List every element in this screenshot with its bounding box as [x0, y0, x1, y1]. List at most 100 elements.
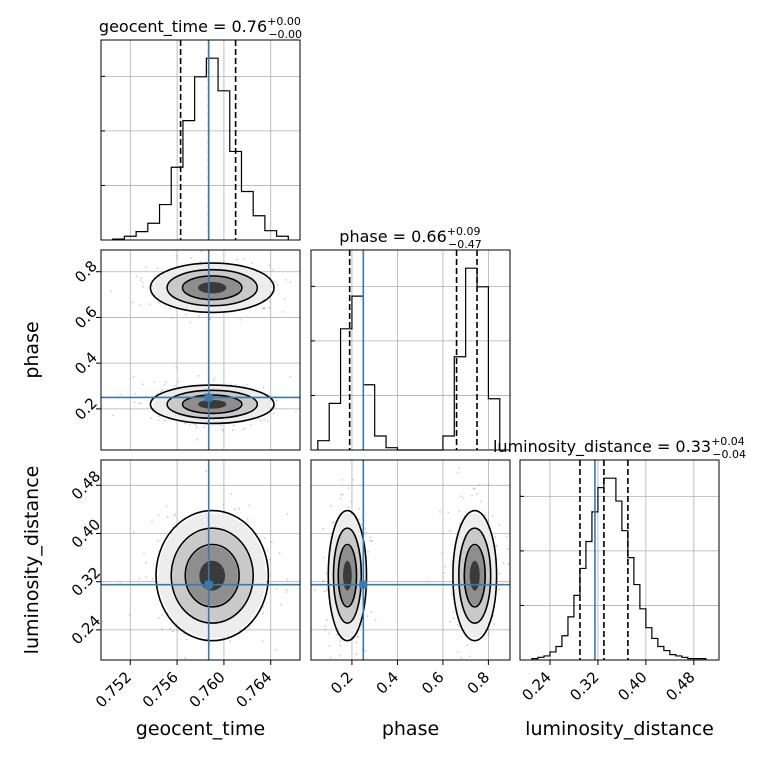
- scatter-point: [340, 493, 342, 496]
- scatter-point: [268, 306, 270, 309]
- scatter-point: [222, 429, 225, 432]
- scatter-point: [462, 497, 465, 500]
- x-tick-label: 0.24: [518, 668, 554, 704]
- scatter-point: [246, 517, 249, 520]
- scatter-point: [283, 298, 286, 300]
- contour-line: [337, 543, 358, 608]
- scatter-point: [456, 623, 459, 626]
- scatter-point: [213, 377, 216, 379]
- x-tick-label: 0.760: [186, 668, 229, 711]
- scatter-point: [233, 508, 236, 511]
- density-fill: [469, 560, 480, 591]
- scatter-point: [196, 438, 198, 441]
- scatter-point: [161, 614, 164, 616]
- scatter-point: [245, 383, 248, 386]
- y-tick-label: 0.4: [71, 348, 101, 378]
- scatter-point: [232, 424, 235, 427]
- scatter-point: [470, 494, 473, 497]
- scatter-point: [369, 536, 372, 539]
- scatter-point: [286, 578, 289, 581]
- scatter-point: [457, 471, 459, 474]
- scatter-point: [460, 656, 463, 659]
- scatter-point: [338, 654, 341, 657]
- scatter-point: [452, 617, 455, 620]
- title-lower: −0.00: [268, 28, 302, 41]
- scatter-point: [151, 520, 153, 523]
- scatter-point: [285, 591, 288, 593]
- scatter-point: [494, 545, 497, 548]
- scatter-point: [442, 576, 445, 579]
- scatter-point: [374, 618, 377, 621]
- x-axis-label: luminosity_distance: [525, 718, 714, 740]
- scatter-point: [138, 577, 140, 580]
- x-tick-label: 0.756: [139, 668, 182, 711]
- scatter-point: [339, 640, 341, 643]
- scatter-point: [261, 640, 264, 643]
- scatter-point: [493, 623, 495, 626]
- scatter-point: [206, 637, 209, 640]
- scatter-point: [175, 257, 178, 260]
- scatter-point: [324, 625, 327, 628]
- scatter-point: [460, 495, 462, 498]
- scatter-point: [188, 424, 191, 426]
- scatter-point: [484, 514, 487, 517]
- scatter-point: [161, 389, 164, 391]
- scatter-point: [269, 300, 271, 303]
- scatter-point: [227, 635, 230, 638]
- scatter-point: [184, 422, 187, 425]
- scatter-point: [325, 572, 328, 575]
- scatter-point: [364, 528, 367, 530]
- truth-marker: [204, 393, 213, 402]
- truth-marker: [359, 580, 368, 589]
- y-tick-label: 0.40: [68, 515, 104, 551]
- scatter-point: [153, 381, 156, 383]
- histogram-luminosity_distance: [531, 477, 707, 660]
- scatter-point: [507, 548, 509, 550]
- scatter-point: [244, 427, 247, 429]
- density-fill: [198, 282, 227, 294]
- scatter-point: [286, 513, 289, 516]
- y-axis-label: luminosity_distance: [21, 466, 43, 655]
- scatter-point: [339, 644, 341, 647]
- scatter-point: [280, 603, 282, 606]
- title-upper: +0.09: [447, 225, 481, 238]
- scatter-point: [157, 301, 160, 304]
- scatter-point: [333, 521, 336, 524]
- scatter-point: [239, 318, 242, 321]
- scatter-point: [498, 588, 500, 591]
- scatter-point: [444, 565, 447, 568]
- y-tick-label: 0.32: [68, 564, 104, 600]
- scatter-point: [505, 535, 508, 538]
- x-tick-label: 0.48: [662, 668, 698, 704]
- scatter-point: [282, 311, 285, 313]
- scatter-point: [348, 487, 350, 490]
- scatter-point: [272, 412, 275, 415]
- title-main: geocent_time = 0.76: [99, 17, 267, 37]
- scatter-point: [172, 630, 174, 632]
- scatter-point: [157, 514, 160, 516]
- scatter-point: [156, 267, 159, 270]
- scatter-point: [198, 315, 201, 317]
- histogram-geocent_time: [112, 57, 289, 240]
- scatter-point: [157, 539, 160, 542]
- scatter-point: [336, 634, 338, 636]
- contour-line: [166, 389, 259, 420]
- scatter-point: [339, 497, 342, 500]
- scatter-point: [189, 321, 192, 324]
- scatter-point: [166, 516, 169, 519]
- scatter-point: [262, 612, 265, 615]
- scatter-point: [197, 375, 200, 377]
- scatter-point: [367, 550, 369, 553]
- scatter-point: [266, 420, 269, 422]
- y-tick-label: 0.48: [68, 467, 104, 503]
- scatter-point: [487, 483, 490, 486]
- scatter-point: [350, 500, 353, 503]
- scatter-point: [329, 505, 332, 507]
- scatter-point: [366, 615, 369, 617]
- scatter-point: [273, 281, 276, 283]
- scatter-point: [165, 381, 167, 383]
- scatter-point: [355, 641, 358, 644]
- scatter-point: [491, 515, 494, 517]
- scatter-point: [263, 418, 266, 421]
